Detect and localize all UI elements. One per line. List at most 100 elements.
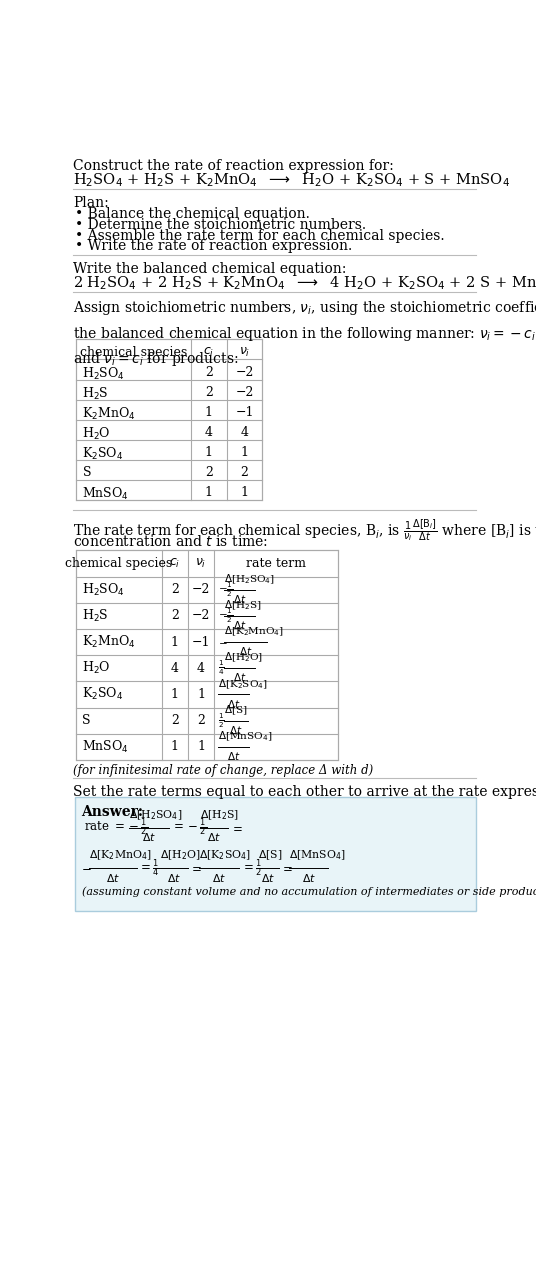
Text: $\Delta t$: $\Delta t$	[262, 872, 276, 883]
Text: −2: −2	[192, 610, 210, 623]
Text: $\Delta$[K$_2$SO$_4$]: $\Delta$[K$_2$SO$_4$]	[218, 678, 268, 690]
Text: Write the balanced chemical equation:: Write the balanced chemical equation:	[73, 263, 347, 277]
Text: K$_2$MnO$_4$: K$_2$MnO$_4$	[81, 634, 135, 649]
Text: $\Delta t$: $\Delta t$	[212, 872, 226, 883]
Text: 1: 1	[171, 635, 178, 648]
Text: H$_2$S: H$_2$S	[83, 385, 109, 402]
Text: −2: −2	[235, 366, 254, 379]
Text: $\Delta$[H$_2$S]: $\Delta$[H$_2$S]	[225, 598, 262, 612]
Text: Set the rate terms equal to each other to arrive at the rate expression:: Set the rate terms equal to each other t…	[73, 785, 536, 799]
Text: H$_2$O: H$_2$O	[83, 426, 111, 441]
Text: 4: 4	[241, 426, 249, 439]
Text: 1: 1	[241, 445, 249, 458]
Text: 1: 1	[205, 445, 213, 458]
Text: The rate term for each chemical species, B$_i$, is $\frac{1}{\nu_i}\frac{\Delta[: The rate term for each chemical species,…	[73, 518, 536, 544]
Text: rate term: rate term	[246, 556, 306, 569]
Text: Construct the rate of reaction expression for:: Construct the rate of reaction expressio…	[73, 160, 394, 174]
Text: Assign stoichiometric numbers, $\nu_i$, using the stoichiometric coefficients, $: Assign stoichiometric numbers, $\nu_i$, …	[73, 300, 536, 367]
Text: 1: 1	[197, 740, 205, 753]
Text: $\Delta t$: $\Delta t$	[167, 872, 181, 883]
Text: $\Delta$[H$_2$SO$_4$]: $\Delta$[H$_2$SO$_4$]	[225, 572, 276, 586]
Text: −2: −2	[235, 385, 254, 398]
Text: $\Delta$[H$_2$O]: $\Delta$[H$_2$O]	[225, 651, 263, 665]
Text: MnSO$_4$: MnSO$_4$	[83, 486, 129, 501]
Text: $\frac{1}{2}$: $\frac{1}{2}$	[218, 712, 225, 730]
Text: • Write the rate of reaction expression.: • Write the rate of reaction expression.	[75, 240, 352, 254]
Text: (assuming constant volume and no accumulation of intermediates or side products): (assuming constant volume and no accumul…	[83, 886, 536, 897]
Text: • Balance the chemical equation.: • Balance the chemical equation.	[75, 207, 310, 221]
Text: 4: 4	[205, 426, 213, 439]
Text: $\Delta t$: $\Delta t$	[227, 750, 240, 762]
Text: $\Delta t$: $\Delta t$	[229, 723, 243, 736]
Text: −2: −2	[192, 583, 210, 596]
Text: 1: 1	[171, 688, 178, 701]
Text: H$_2$SO$_4$: H$_2$SO$_4$	[83, 366, 125, 382]
Text: Plan:: Plan:	[73, 197, 109, 211]
Text: $\Delta$[H$_2$S]: $\Delta$[H$_2$S]	[200, 809, 240, 822]
Text: H$_2$SO$_4$: H$_2$SO$_4$	[81, 582, 124, 597]
Text: chemical species: chemical species	[80, 346, 187, 359]
Text: $\Delta$[K$_2$MnO$_4$]: $\Delta$[K$_2$MnO$_4$]	[88, 849, 151, 863]
Text: −1: −1	[235, 406, 254, 419]
Text: 2: 2	[171, 610, 178, 623]
Text: $\Delta t$: $\Delta t$	[227, 698, 240, 709]
Text: $\Delta t$: $\Delta t$	[233, 671, 247, 684]
Text: 2: 2	[171, 715, 178, 727]
FancyBboxPatch shape	[75, 796, 476, 911]
Text: $c_i$: $c_i$	[169, 556, 180, 569]
Text: $\frac{1}{4}$: $\frac{1}{4}$	[218, 658, 225, 678]
Text: K$_2$MnO$_4$: K$_2$MnO$_4$	[83, 406, 136, 422]
Text: $=$: $=$	[280, 861, 293, 874]
Text: concentration and $t$ is time:: concentration and $t$ is time:	[73, 533, 269, 549]
Text: $c_i$: $c_i$	[203, 346, 214, 359]
Text: 2: 2	[205, 366, 213, 379]
Text: S: S	[81, 715, 90, 727]
Text: H$_2$O: H$_2$O	[81, 660, 110, 676]
Text: $= \frac{1}{2}$: $= \frac{1}{2}$	[241, 857, 262, 878]
Text: $\Delta$[MnSO$_4$]: $\Delta$[MnSO$_4$]	[218, 730, 272, 743]
Text: 2: 2	[197, 715, 205, 727]
Text: 1: 1	[205, 486, 213, 499]
Text: $\Delta t$: $\Delta t$	[233, 593, 247, 605]
Text: 2: 2	[205, 466, 213, 478]
Text: (for infinitesimal rate of change, replace Δ with d): (for infinitesimal rate of change, repla…	[73, 764, 374, 777]
Text: K$_2$SO$_4$: K$_2$SO$_4$	[83, 445, 124, 462]
Text: $=$: $=$	[189, 861, 203, 874]
Text: • Determine the stoichiometric numbers.: • Determine the stoichiometric numbers.	[75, 218, 366, 232]
Text: $\Delta t$: $\Delta t$	[302, 872, 316, 883]
Text: $= \frac{1}{4}$: $= \frac{1}{4}$	[138, 857, 160, 878]
Text: $\Delta$[MnSO$_4$]: $\Delta$[MnSO$_4$]	[289, 849, 346, 863]
Bar	[76, 339, 262, 500]
Text: $=$: $=$	[230, 822, 243, 835]
Text: $\Delta$[K$_2$SO$_4$]: $\Delta$[K$_2$SO$_4$]	[199, 849, 251, 863]
Text: 2 H$_2$SO$_4$ + 2 H$_2$S + K$_2$MnO$_4$  $\longrightarrow$  4 H$_2$O + K$_2$SO$_: 2 H$_2$SO$_4$ + 2 H$_2$S + K$_2$MnO$_4$ …	[73, 274, 536, 292]
Text: • Assemble the rate term for each chemical species.: • Assemble the rate term for each chemic…	[75, 228, 444, 242]
Text: 2: 2	[241, 466, 248, 478]
Text: chemical species: chemical species	[65, 556, 173, 569]
Text: rate $= -\frac{1}{2}$: rate $= -\frac{1}{2}$	[84, 817, 148, 838]
Text: −1: −1	[192, 635, 210, 648]
Text: H$_2$S: H$_2$S	[81, 607, 108, 624]
Text: 4: 4	[197, 662, 205, 675]
Text: $-\frac{1}{2}$: $-\frac{1}{2}$	[218, 581, 234, 598]
Text: H$_2$SO$_4$ + H$_2$S + K$_2$MnO$_4$  $\longrightarrow$  H$_2$O + K$_2$SO$_4$ + S: H$_2$SO$_4$ + H$_2$S + K$_2$MnO$_4$ $\lo…	[73, 171, 510, 189]
Text: 4: 4	[171, 662, 178, 675]
Text: $\Delta$[K$_2$MnO$_4$]: $\Delta$[K$_2$MnO$_4$]	[225, 625, 284, 638]
Text: $-$: $-$	[81, 861, 92, 874]
Text: $= -\frac{1}{2}$: $= -\frac{1}{2}$	[171, 817, 207, 838]
Text: MnSO$_4$: MnSO$_4$	[81, 739, 129, 755]
Text: $\Delta$[S]: $\Delta$[S]	[258, 849, 283, 863]
Bar	[76, 550, 338, 760]
Text: $-\frac{1}{2}$: $-\frac{1}{2}$	[218, 606, 234, 625]
Text: $\Delta t$: $\Delta t$	[106, 872, 120, 883]
Text: $\Delta t$: $\Delta t$	[233, 619, 247, 630]
Text: $\Delta$[S]: $\Delta$[S]	[225, 703, 248, 717]
Text: $\nu_i$: $\nu_i$	[239, 346, 250, 359]
Text: $\Delta t$: $\Delta t$	[142, 832, 156, 843]
Text: $\Delta$[H$_2$O]: $\Delta$[H$_2$O]	[160, 849, 200, 863]
Text: $\Delta t$: $\Delta t$	[239, 646, 252, 657]
Text: 1: 1	[205, 406, 213, 419]
Text: S: S	[83, 466, 91, 478]
Text: K$_2$SO$_4$: K$_2$SO$_4$	[81, 686, 123, 703]
Text: $\Delta t$: $\Delta t$	[207, 832, 221, 843]
